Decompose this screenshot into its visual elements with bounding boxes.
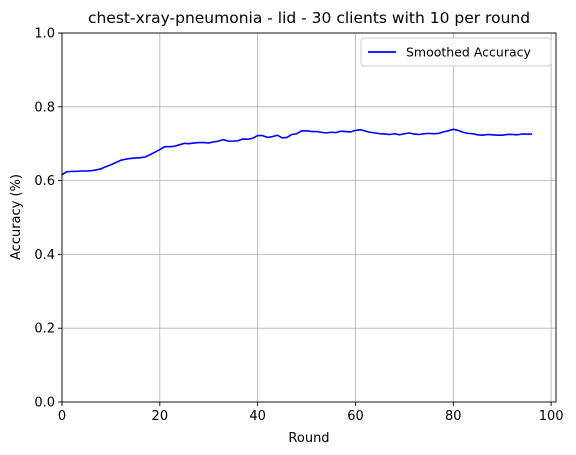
legend-box (360, 37, 552, 67)
y-tick-label: 0.0 (34, 396, 55, 411)
chart-title: chest-xray-pneumonia - lid - 30 clients … (88, 9, 530, 27)
plot-frame (61, 32, 557, 403)
x-tick-label: 100 (539, 409, 564, 424)
legend: Smoothed Accuracy (360, 37, 552, 67)
y-tick-label: 0.2 (34, 322, 55, 337)
series-line-smoothed-accuracy (61, 128, 533, 176)
y-tick-label: 0.6 (34, 174, 55, 189)
x-tick-label: 40 (249, 409, 266, 424)
series-layer (61, 128, 533, 176)
legend-label-smoothed-accuracy: Smoothed Accuracy (406, 45, 531, 60)
ticks: 0 20 40 60 80 100 0.0 0.2 0.4 0.6 0.8 1.0 (34, 27, 563, 425)
x-tick-label: 80 (445, 409, 462, 424)
y-axis-label: Accuracy (%) (9, 174, 24, 260)
axes (61, 32, 557, 403)
x-tick-label: 20 (152, 409, 169, 424)
y-tick-label: 0.8 (34, 100, 55, 115)
x-axis-label: Round (288, 431, 329, 446)
y-tick-label: 1.0 (34, 27, 55, 42)
x-tick-label: 0 (58, 409, 66, 424)
x-tick-label: 60 (347, 409, 364, 424)
y-tick-label: 0.4 (34, 248, 55, 263)
